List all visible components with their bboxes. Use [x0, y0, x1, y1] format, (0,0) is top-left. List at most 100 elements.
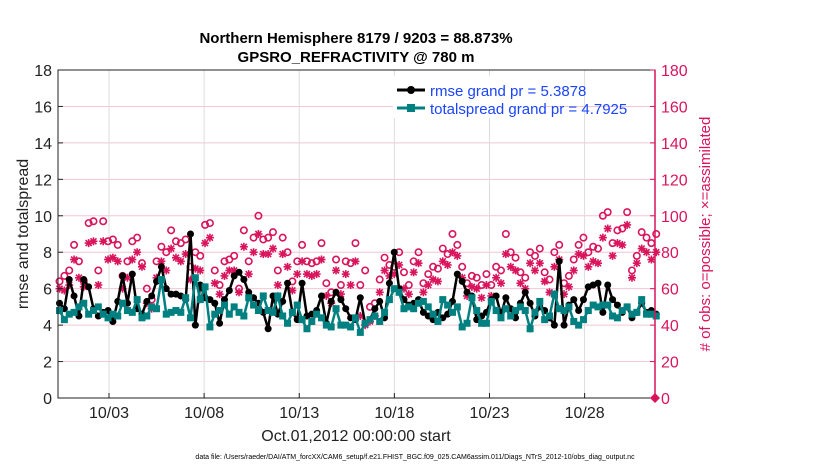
assimilated-obs-marker — [632, 259, 641, 268]
assimilated-obs-marker — [312, 270, 321, 279]
asterisk-stroke — [448, 248, 457, 256]
assimilated-obs-marker — [249, 248, 258, 257]
asterisk-stroke — [172, 254, 180, 262]
totalspread-point — [342, 321, 350, 329]
asterisk-stroke — [380, 266, 389, 275]
totalspread-point — [575, 321, 583, 329]
asterisk-stroke — [613, 239, 621, 247]
totalspread-point — [308, 317, 316, 325]
assimilated-obs-marker — [438, 257, 447, 266]
asterisk-stroke — [211, 279, 219, 287]
totalspread-point — [65, 310, 73, 318]
possible-obs-marker — [453, 240, 462, 249]
possible-obs-marker — [627, 266, 636, 275]
totalspread-point — [99, 310, 107, 318]
possible-obs-marker — [351, 239, 360, 248]
asterisk-stroke — [570, 266, 578, 275]
assimilated-obs-marker — [477, 293, 486, 302]
asterisk-stroke — [507, 263, 515, 271]
totalspread-point — [177, 308, 185, 316]
totalspread-point — [492, 307, 500, 315]
assimilated-obs-marker — [254, 230, 263, 238]
totalspread-point — [75, 303, 83, 311]
possible-obs-marker — [133, 233, 142, 242]
possible-obs-marker — [181, 235, 190, 244]
legend-rmse-label: rmse grand pr = 5.3878 — [430, 83, 586, 100]
possible-obs-marker — [642, 233, 651, 242]
totalspread-point — [230, 303, 238, 311]
totalspread-point — [473, 307, 481, 315]
rmse-point — [191, 321, 199, 329]
rmse-point — [327, 297, 335, 305]
x-tick-label: 10/28 — [565, 405, 605, 422]
asterisk-stroke — [453, 252, 461, 260]
possible-obs-marker — [201, 220, 210, 229]
possible-obs-marker — [404, 281, 413, 290]
totalspread-point — [172, 307, 180, 315]
possible-obs-marker — [84, 219, 93, 228]
rmse-point — [70, 292, 78, 300]
rmse-point — [492, 292, 500, 300]
possible-obs-marker — [113, 240, 122, 249]
assimilated-obs-marker — [133, 248, 142, 257]
assimilated-obs-marker — [128, 255, 137, 264]
possible-obs-marker — [521, 273, 530, 282]
totalspread-point — [123, 307, 131, 315]
totalspread-point — [468, 294, 476, 302]
y-right-tick-label: 80 — [661, 245, 679, 262]
totalspread-point — [157, 276, 165, 284]
totalspread-point — [439, 296, 447, 304]
assimilated-obs-marker — [637, 244, 646, 253]
legend-spread-marker — [407, 104, 415, 112]
y-right-tick-label: 180 — [661, 63, 688, 80]
x-tick-label: 10/18 — [374, 405, 414, 422]
totalspread-point — [415, 299, 423, 307]
y-left-tick-label: 2 — [43, 355, 52, 372]
y-left-tick-label: 10 — [34, 209, 52, 226]
rmse-point — [458, 277, 466, 285]
possible-obs-marker — [249, 233, 258, 242]
possible-obs-marker — [230, 251, 239, 260]
totalspread-point — [419, 297, 427, 305]
rmse-point — [575, 307, 583, 315]
asterisk-stroke — [589, 257, 597, 265]
asterisk-stroke — [526, 259, 534, 267]
asterisk-stroke — [177, 257, 185, 265]
asterisk-stroke — [642, 248, 651, 256]
totalspread-point — [623, 303, 631, 311]
asterisk-stroke — [594, 259, 602, 267]
possible-obs-marker — [264, 233, 273, 242]
asterisk-stroke — [332, 266, 340, 275]
possible-obs-marker — [594, 244, 603, 253]
totalspread-point — [429, 310, 437, 318]
possible-obs-marker — [414, 248, 423, 257]
rmse-point — [264, 325, 272, 333]
legend-box — [393, 76, 545, 118]
asterisk-stroke — [293, 270, 301, 278]
totalspread-point — [245, 294, 253, 302]
totalspread-point — [250, 301, 258, 309]
possible-obs-marker — [322, 279, 331, 288]
totalspread-point — [70, 308, 78, 316]
asterisk-stroke — [604, 224, 612, 233]
totalspread-point — [264, 307, 272, 315]
totalspread-point — [153, 305, 161, 313]
rmse-point — [419, 308, 427, 316]
asterisk-stroke — [638, 245, 646, 253]
asterisk-stroke — [410, 268, 418, 276]
assimilated-obs-marker — [516, 279, 525, 288]
possible-obs-marker — [555, 240, 564, 249]
totalspread-point — [187, 314, 195, 322]
asterisk-stroke — [652, 248, 660, 256]
asterisk-stroke — [545, 288, 554, 296]
assimilated-obs-marker — [264, 250, 273, 259]
totalspread-point — [206, 323, 214, 331]
asterisk-stroke — [283, 263, 292, 271]
totalspread-point — [240, 312, 248, 320]
assimilated-obs-marker — [171, 253, 180, 262]
assimilated-obs-marker — [584, 262, 593, 271]
possible-obs-marker — [142, 284, 151, 293]
assimilated-obs-marker — [210, 279, 219, 288]
rmse-point — [356, 294, 364, 302]
